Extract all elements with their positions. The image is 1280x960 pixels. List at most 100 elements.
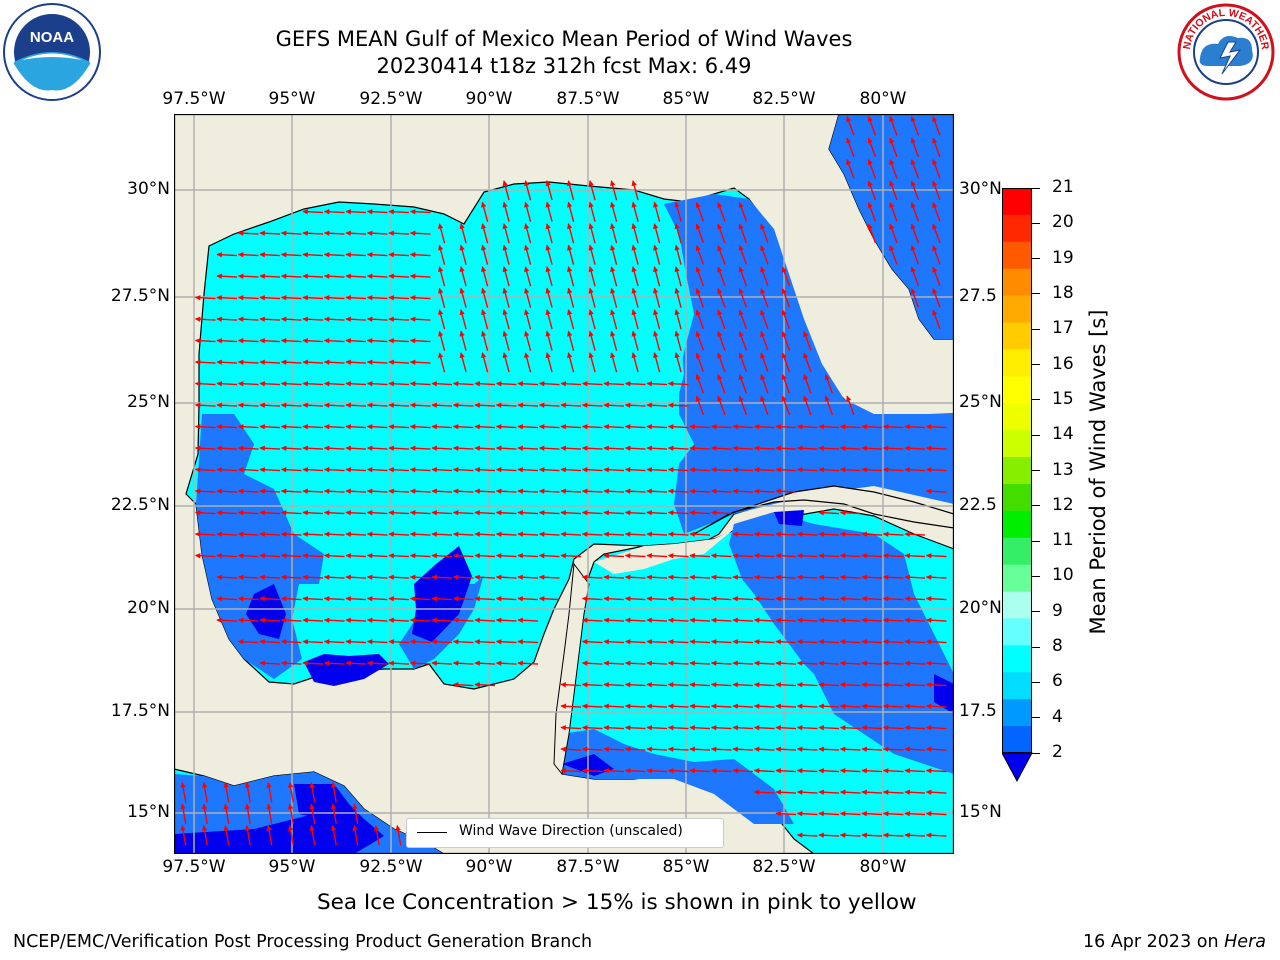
wave-direction-arrowhead: [796, 467, 803, 473]
wave-direction-arrowhead: [517, 553, 523, 559]
wave-direction-arrowhead: [717, 266, 723, 273]
wave-direction-arrowhead: [818, 510, 824, 516]
wave-direction-arrowhead: [302, 553, 308, 559]
wave-direction-arrowhead: [409, 359, 416, 365]
wave-direction-arrowhead: [603, 553, 609, 559]
wave-direction-arrowhead: [345, 252, 351, 258]
wave-direction-arrowhead: [216, 531, 222, 537]
wave-direction-arrowhead: [517, 424, 523, 430]
wave-direction-arrowhead: [259, 445, 265, 451]
lon-label-bottom: 90°W: [465, 857, 513, 877]
wave-direction-arrowhead: [323, 510, 330, 516]
wave-direction-arrowhead: [502, 309, 508, 316]
wave-direction-arrowhead: [653, 223, 659, 230]
wave-direction-arrowhead: [818, 596, 824, 602]
wave-direction-arrowhead: [431, 424, 437, 430]
wave-direction-arrowhead: [216, 273, 222, 279]
wave-direction-arrowhead: [796, 531, 803, 537]
wave-direction-arrowhead: [216, 402, 222, 408]
wave-direction-arrowhead: [538, 402, 545, 408]
wave-direction-arrowhead: [689, 596, 695, 602]
wave-direction-arrowhead: [603, 424, 609, 430]
wave-direction-arrowhead: [624, 574, 631, 580]
wave-direction-arrowhead: [459, 352, 465, 359]
wave-direction-arrowhead: [216, 424, 222, 430]
wave-direction-arrowhead: [861, 725, 867, 731]
colorbar-tick-mark: [1032, 399, 1040, 401]
wave-direction-arrowhead: [388, 381, 394, 387]
wave-direction-arrowhead: [388, 295, 394, 301]
lon-label-bottom: 87.5°W: [556, 857, 620, 877]
colorbar-segment: [1002, 699, 1032, 727]
wave-direction-arrowhead: [689, 768, 695, 774]
wave-direction-arrowhead: [352, 803, 358, 810]
wave-direction-arrowhead: [302, 209, 308, 215]
wave-direction-arrowhead: [302, 596, 308, 602]
wave-direction-arrowhead: [194, 295, 201, 301]
wave-direction-arrowhead: [818, 617, 824, 623]
wave-direction-arrowhead: [732, 660, 738, 666]
wave-direction-arrowhead: [409, 230, 416, 236]
wave-direction-arrowhead: [674, 287, 680, 294]
wave-direction-arrowhead: [567, 180, 573, 187]
lat-label-left: 15°N: [127, 802, 170, 822]
wave-direction-arrowhead: [459, 287, 465, 294]
wave-direction-arrowhead: [345, 617, 351, 623]
wave-direction-arrowhead: [560, 768, 566, 774]
wave-direction-arrowhead: [452, 617, 459, 623]
wave-direction-arrowhead: [452, 488, 459, 494]
colorbar-segment: [1002, 376, 1032, 404]
wave-direction-arrowhead: [839, 510, 846, 516]
wave-direction-arrowhead: [259, 596, 265, 602]
wave-direction-arrowhead: [588, 223, 594, 230]
wave-direction-arrowhead: [925, 725, 932, 731]
wave-direction-arrowhead: [646, 424, 652, 430]
wave-direction-arrowhead: [667, 660, 674, 666]
wave-direction-arrowhead: [524, 244, 530, 251]
wave-direction-arrowhead: [732, 703, 738, 709]
wave-direction-arrowhead: [882, 832, 889, 838]
wave-direction-arrowhead: [689, 639, 695, 645]
wave-direction-arrowhead: [409, 510, 416, 516]
wave-direction-arrowhead: [689, 746, 695, 752]
wave-direction-arrowhead: [738, 244, 744, 252]
wave-direction-arrowhead: [388, 510, 394, 516]
wave-direction-arrowhead: [502, 266, 508, 273]
wave-direction-arrowhead: [710, 574, 717, 580]
wave-direction-arrowhead: [216, 596, 222, 602]
wave-direction-arrowhead: [732, 488, 738, 494]
wave-direction-arrowhead: [567, 266, 573, 273]
wave-direction-arrowhead: [775, 424, 781, 430]
wave-direction-arrowhead: [345, 295, 351, 301]
wave-direction-arrowhead: [603, 617, 609, 623]
lon-label-bottom: 85°W: [662, 857, 710, 877]
wave-direction-arrowhead: [932, 158, 938, 166]
wave-direction-arrowhead: [259, 553, 265, 559]
wave-direction-arrowhead: [388, 660, 394, 666]
wave-direction-arrowhead: [689, 445, 695, 451]
wave-direction-arrowhead: [345, 338, 351, 344]
wave-direction-arrowhead: [760, 352, 766, 359]
wave-direction-arrowhead: [259, 338, 265, 344]
wave-direction-arrowhead: [581, 445, 588, 451]
wave-direction-arrowhead: [560, 725, 566, 731]
wave-direction-arrowhead: [323, 295, 330, 301]
wave-direction-arrowhead: [910, 180, 916, 187]
wave-direction-arrowhead: [287, 781, 294, 788]
wave-direction-arrowhead: [323, 574, 330, 580]
wave-direction-arrowhead: [925, 424, 932, 430]
wave-direction-arrowhead: [481, 330, 487, 337]
wave-direction-arrowhead: [538, 553, 545, 559]
wave-direction-arrowhead: [302, 510, 308, 516]
wave-direction-arrowhead: [223, 824, 229, 831]
wave-direction-arrowhead: [216, 252, 222, 258]
wave-direction-arrowhead: [882, 703, 889, 709]
wave-direction-arrowhead: [796, 596, 803, 602]
colorbar-tick-label: 20: [1052, 212, 1074, 233]
wave-direction-arrowhead: [345, 488, 351, 494]
wave-direction-arrowhead: [839, 660, 846, 666]
wave-direction-arrowhead: [366, 338, 373, 344]
wave-direction-arrowhead: [495, 381, 502, 387]
wave-direction-arrowhead: [560, 488, 566, 494]
wave-direction-arrowhead: [732, 617, 738, 623]
